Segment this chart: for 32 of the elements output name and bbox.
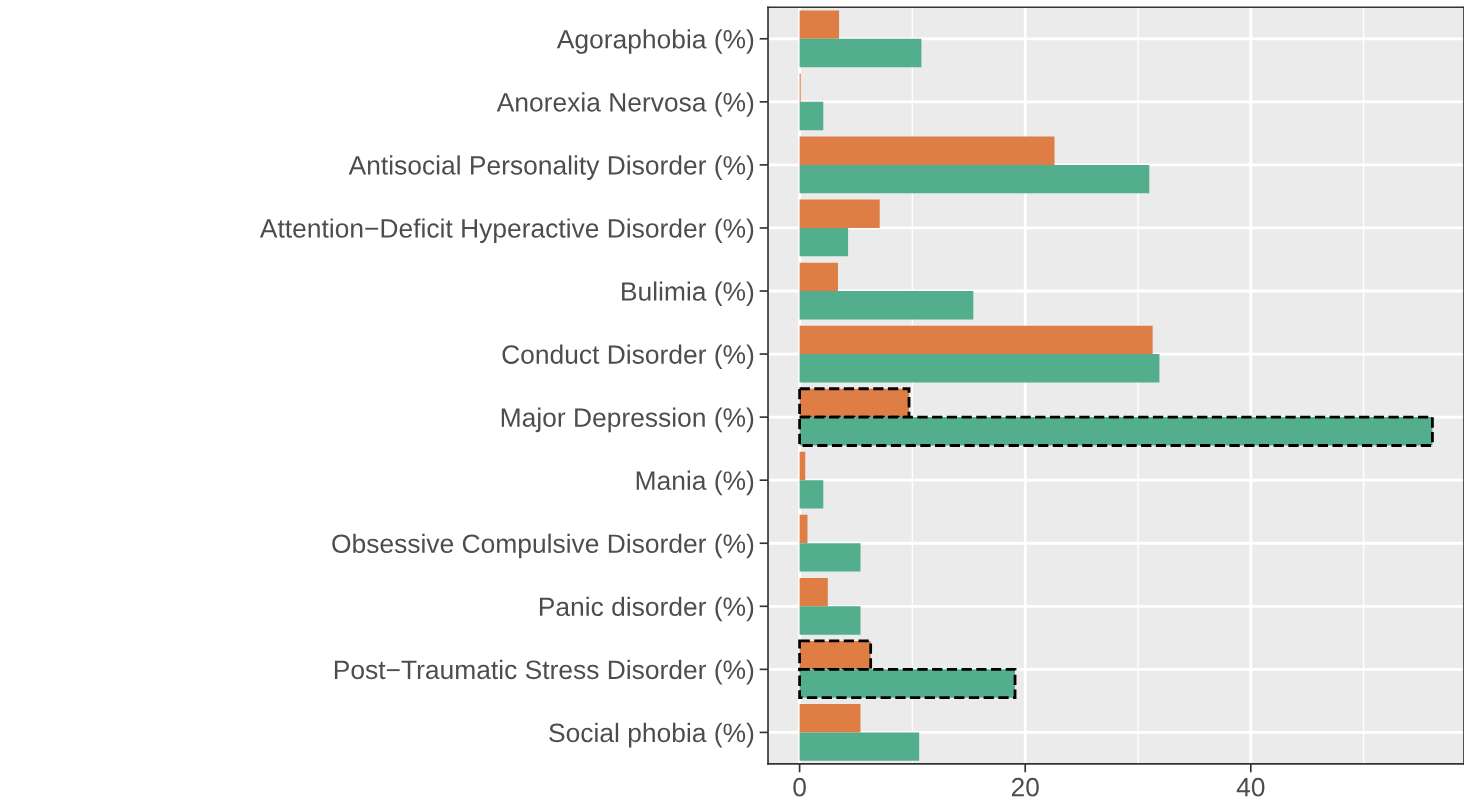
bar bbox=[799, 227, 849, 257]
y-tick-label: Agoraphobia (%) bbox=[556, 29, 754, 54]
y-tick-label: Mania (%) bbox=[636, 470, 754, 496]
bar bbox=[799, 732, 920, 761]
bar bbox=[799, 325, 1153, 355]
x-tick-label: 0 bbox=[793, 777, 806, 797]
bar bbox=[799, 577, 828, 607]
bar bbox=[799, 543, 861, 572]
bar bbox=[799, 354, 1160, 383]
bar bbox=[799, 136, 1055, 165]
y-tick-label: Attention−Deficit Hyperactive Disorder (%) bbox=[259, 218, 754, 243]
x-tick-label: 40 bbox=[1236, 777, 1265, 797]
y-tick-label: Obsessive Compulsive Disorder (%) bbox=[332, 533, 754, 559]
y-tick-label: Major Depression (%) bbox=[501, 407, 754, 433]
bar bbox=[799, 704, 861, 733]
y-tick-label: Conduct Disorder (%) bbox=[502, 344, 754, 370]
y-tick-label: Panic disorder (%) bbox=[539, 596, 754, 622]
bar bbox=[799, 606, 861, 635]
bar bbox=[799, 291, 974, 320]
bar bbox=[799, 38, 922, 68]
y-tick-label: Antisocial Personality Disorder (%) bbox=[348, 155, 754, 180]
y-tick-label: Social phobia (%) bbox=[549, 722, 754, 748]
bar bbox=[799, 262, 838, 292]
bar bbox=[799, 480, 824, 509]
y-tick-label: Post−Traumatic Stress Disorder (%) bbox=[334, 659, 754, 685]
bar bbox=[799, 164, 1150, 194]
y-tick-label: Bulimia (%) bbox=[622, 281, 754, 307]
y-tick-label: Anorexia Nervosa (%) bbox=[496, 92, 754, 117]
bar bbox=[799, 10, 840, 39]
x-tick-label: 20 bbox=[1011, 777, 1039, 797]
bar bbox=[799, 101, 824, 131]
bar bbox=[799, 199, 880, 228]
